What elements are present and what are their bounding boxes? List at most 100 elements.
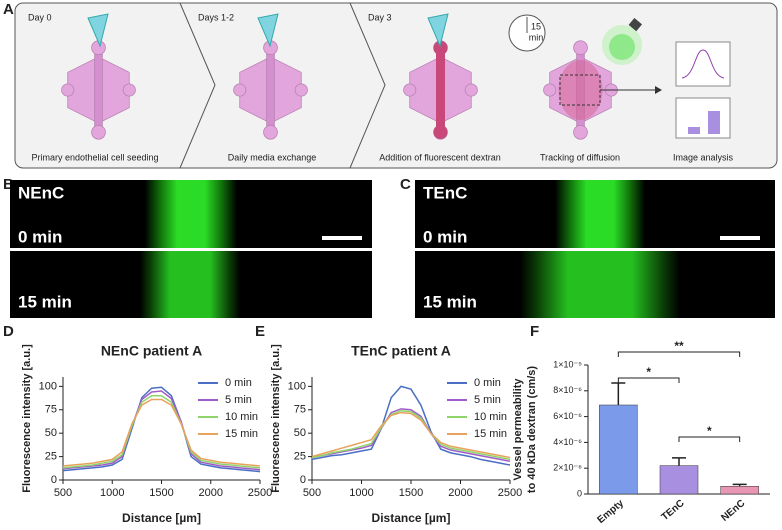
scale-bar (720, 236, 760, 240)
dextran-band (145, 180, 237, 248)
step-day: Day 0 (28, 12, 52, 22)
dextran-band (140, 251, 240, 318)
panel-label: A (3, 1, 14, 18)
x-tick-label: 2500 (248, 487, 272, 499)
port (433, 125, 448, 139)
timer: min (529, 32, 544, 42)
y-axis-label: Vessel permeability (512, 378, 524, 481)
y-axis-label: Fluorescence intensity [a.u.] (270, 344, 282, 493)
x-tick-label: 1500 (399, 487, 423, 499)
chart-title: NEnC patient A (101, 343, 202, 359)
chart-title: TEnC patient A (351, 343, 451, 359)
panel-label: E (255, 323, 265, 340)
x-tick-label: 1500 (149, 487, 173, 499)
x-tick-label: 1000 (100, 487, 124, 499)
y-tick-label: 75 (294, 404, 306, 416)
series-line (311, 409, 511, 461)
analysis-bar (708, 111, 720, 134)
step-caption: Tracking of diffusion (540, 152, 620, 162)
x-tick-label: NEnC (719, 498, 747, 524)
timer: 15 (531, 21, 541, 31)
divider (179, 2, 216, 169)
panel-label: F (530, 323, 539, 340)
scale-bar (322, 236, 362, 240)
x-tick-label: 1000 (349, 487, 373, 499)
series-line (62, 390, 261, 471)
panel-label: C (400, 176, 411, 193)
x-tick-label: 500 (303, 487, 321, 499)
dextran-channel (436, 48, 445, 133)
legend-label: 5 min (225, 394, 252, 406)
image-label: 0 min (423, 227, 467, 246)
series-line (62, 398, 261, 467)
x-tick-label: TEnC (660, 498, 687, 523)
y-tick-label: 25 (45, 450, 57, 462)
y-tick-label: 0 (300, 474, 306, 486)
series-line (311, 408, 511, 463)
legend-label: 15 min (225, 428, 258, 440)
diffusion (558, 60, 603, 120)
x-tick-label: 2000 (448, 487, 472, 499)
legend-label: 10 min (474, 411, 507, 423)
image-label: 15 min (18, 292, 72, 311)
panel-label: B (3, 176, 14, 193)
image-label: TEnC (423, 183, 467, 202)
y-tick-label: 100 (288, 380, 306, 392)
series-line (62, 386, 261, 473)
y-axis-label: Fluorescence intensity [a.u.] (21, 344, 33, 493)
y-tick-label: 2×10⁻⁶ (553, 463, 582, 473)
bar (599, 404, 638, 495)
panel-c: C TEnC 0 min 15 min (400, 176, 775, 318)
significance-label: * (646, 365, 651, 379)
step-caption: Image analysis (673, 152, 734, 162)
x-tick-label: 500 (54, 487, 72, 499)
step-caption: Primary endothelial cell seeding (31, 152, 158, 162)
x-tick-label: 2500 (498, 487, 522, 499)
dextran-band (555, 180, 645, 248)
bar (659, 465, 699, 495)
x-axis-label: Distance [µm] (372, 511, 451, 525)
analysis-bars (675, 97, 731, 139)
y-tick-label: 0 (577, 488, 582, 498)
y-axis-label: to 40 kDa dextran (cm/s) (526, 366, 538, 493)
y-tick-label: 6×10⁻⁶ (553, 411, 582, 421)
step-day: Days 1-2 (198, 12, 234, 22)
significance-bracket (678, 436, 741, 442)
error-bar (732, 483, 747, 487)
significance-label: ** (674, 339, 684, 353)
legend-label: 5 min (474, 394, 501, 406)
error-bar (672, 457, 686, 466)
image-label: NEnC (18, 183, 64, 202)
y-tick-label: 75 (45, 404, 57, 416)
pipette (257, 13, 279, 48)
port (433, 41, 448, 55)
significance-bracket (617, 377, 680, 383)
bulb-base (628, 17, 643, 32)
y-tick-label: 1×10⁻⁵ (553, 359, 582, 369)
legend-label: 0 min (474, 377, 501, 389)
series-line (311, 385, 511, 466)
y-tick-label: 25 (294, 450, 306, 462)
analysis-curve (681, 49, 725, 79)
x-tick-label: 2000 (199, 487, 223, 499)
x-axis-label: Distance [µm] (122, 511, 201, 525)
panel-b: B NEnC 0 min 15 min (3, 176, 372, 318)
y-tick-label: 4×10⁻⁶ (553, 437, 582, 447)
pipette (427, 13, 449, 48)
series-line (62, 394, 261, 469)
light-bulb (609, 34, 635, 60)
series-line (311, 411, 511, 459)
step-day: Day 3 (368, 12, 392, 22)
analysis-bar (688, 127, 700, 134)
y-tick-label: 8×10⁻⁶ (553, 385, 582, 395)
pipette (87, 13, 109, 48)
panel-label: D (3, 323, 14, 340)
legend-label: 0 min (225, 377, 252, 389)
image-label: 15 min (423, 292, 477, 311)
step-caption: Daily media exchange (228, 152, 317, 162)
x-tick-label: Empty (595, 498, 626, 526)
error-bar (611, 382, 626, 405)
panel-a: A Day 0 Days 1-2 Day 3 15 min Primary en… (3, 1, 778, 169)
y-tick-label: 0 (51, 474, 57, 486)
